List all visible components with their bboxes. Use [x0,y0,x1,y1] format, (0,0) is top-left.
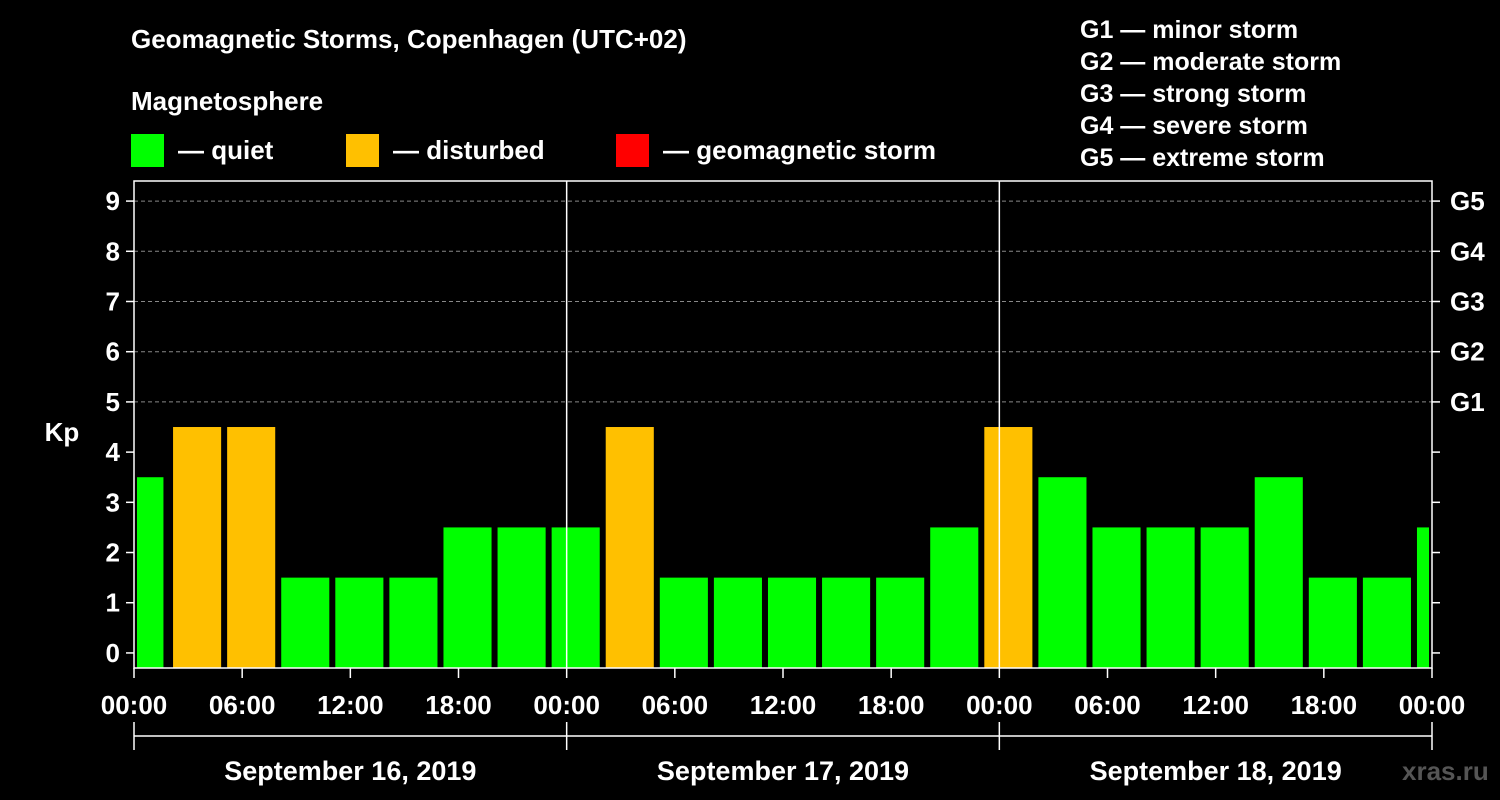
y-tick-label-9: 9 [106,186,120,216]
chart-title: Geomagnetic Storms, Copenhagen (UTC+02) [131,24,687,54]
legend-item-disturbed: — disturbed [346,134,545,167]
g-legend-g5: G5 — extreme storm [1080,144,1325,172]
kp-bar-3 [281,577,330,668]
kp-bar-1 [173,427,222,668]
g-axis-label-g4: G4 [1450,236,1485,266]
g-axis-label-g5: G5 [1450,186,1485,216]
kp-bar-16 [984,427,1033,668]
kp-bar-22 [1308,577,1357,668]
g-legend-g1: G1 — minor storm [1080,16,1299,44]
x-tick-label-4: 00:00 [533,690,600,720]
legend-label-disturbed: — disturbed [393,135,545,165]
x-tick-label-0: 00:00 [101,690,168,720]
y-tick-label-6: 6 [106,337,120,367]
g-axis-label-g1: G1 [1450,387,1485,417]
day-label-1: September 17, 2019 [657,756,909,786]
kp-bar-12 [767,577,817,668]
kp-bar-20 [1200,527,1249,668]
g-legend-g2: G2 — moderate storm [1080,48,1342,76]
g-axis-label-g2: G2 [1450,337,1485,367]
kp-bar-17 [1038,477,1087,668]
y-axis-title: Kp [45,417,80,447]
legend-item-quiet: — quiet [131,134,273,167]
y-tick-label-4: 4 [106,437,121,467]
g-axis-label-g3: G3 [1450,286,1485,316]
kp-bar-11 [713,577,762,668]
kp-bar-0 [137,477,164,668]
kp-bar-18 [1092,527,1141,668]
x-tick-label-3: 18:00 [425,690,492,720]
x-tick-label-5: 06:00 [642,690,709,720]
x-tick-label-11: 18:00 [1291,690,1358,720]
y-tick-label-8: 8 [106,236,120,266]
y-tick-label-7: 7 [106,286,120,316]
x-tick-label-9: 06:00 [1074,690,1141,720]
x-tick-label-1: 06:00 [209,690,276,720]
kp-bar-2 [227,427,276,668]
kp-bar-21 [1254,477,1303,668]
kp-bar-9 [605,427,654,668]
kp-bar-15 [930,527,979,668]
legend-swatch-quiet [131,134,164,167]
kp-bar-23 [1362,577,1411,668]
g-legend-g3: G3 — strong storm [1080,80,1307,108]
y-tick-label-5: 5 [106,387,120,417]
kp-bar-14 [876,577,925,668]
y-tick-label-3: 3 [106,487,120,517]
x-tick-label-7: 18:00 [858,690,925,720]
kp-bar-5 [389,577,438,668]
y-tick-label-0: 0 [106,638,120,668]
y-tick-label-1: 1 [106,588,120,618]
legend-swatch-storm [616,134,649,167]
day-label-0: September 16, 2019 [224,756,476,786]
legend-item-storm: — geomagnetic storm [616,134,936,167]
magnetosphere-label: Magnetosphere [131,86,324,116]
y-tick-label-2: 2 [106,538,120,568]
kp-bar-7 [497,527,546,668]
x-tick-label-12: 00:00 [1399,690,1466,720]
legend-swatch-disturbed [346,134,379,167]
day-label-2: September 18, 2019 [1090,756,1342,786]
g-scale-legend: G1 — minor storm G2 — moderate storm G3 … [1080,14,1341,174]
x-tick-label-10: 12:00 [1182,690,1249,720]
legend-label-quiet: — quiet [178,135,274,165]
x-tick-label-6: 12:00 [750,690,817,720]
legend-label-storm: — geomagnetic storm [663,135,937,165]
x-tick-label-2: 12:00 [317,690,384,720]
kp-bar-10 [659,577,708,668]
x-tick-label-8: 00:00 [966,690,1033,720]
kp-bar-4 [335,577,384,668]
kp-bar-24 [1416,527,1429,668]
watermark: xras.ru [1402,756,1489,786]
kp-bar-6 [443,527,492,668]
g-legend-g4: G4 — severe storm [1080,112,1308,140]
kp-bar-8 [551,527,600,668]
kp-bar-13 [822,577,871,668]
kp-bar-19 [1146,527,1195,668]
